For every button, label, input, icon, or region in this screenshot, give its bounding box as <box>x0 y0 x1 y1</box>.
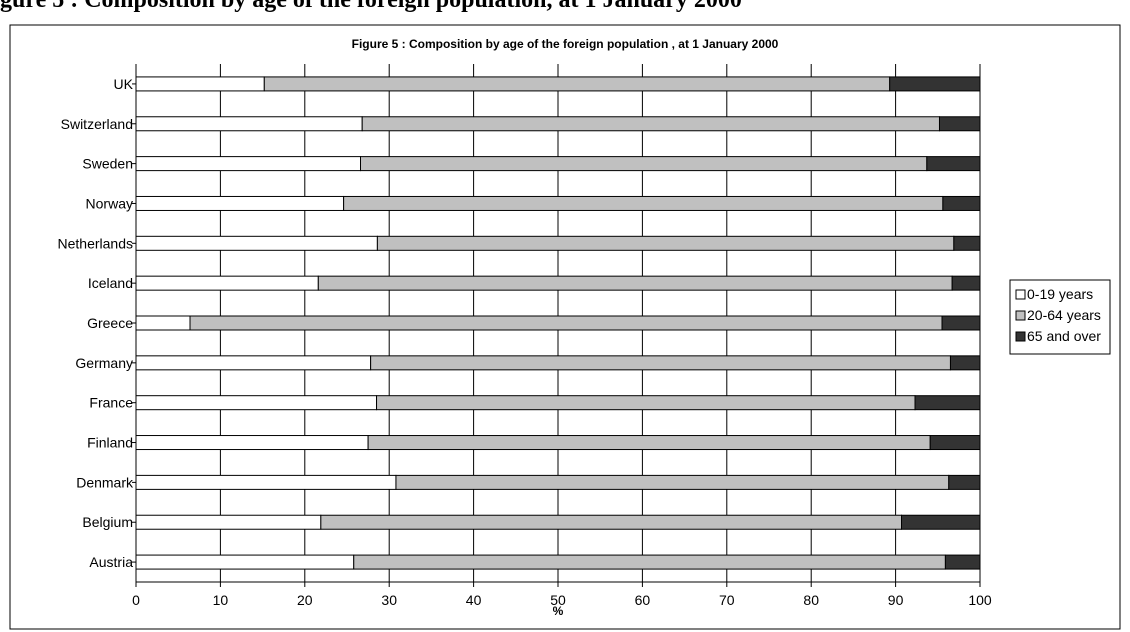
bar-segment <box>889 76 981 92</box>
category-label: Norway <box>86 195 133 211</box>
legend-swatch <box>1015 331 1026 342</box>
bar-segment <box>135 275 319 291</box>
axes: 0 10 20 30 40 50 60 70 80 90 100 UK Switzerland Swede… <box>58 64 992 608</box>
category-label: Austria <box>89 554 133 570</box>
bar-segment <box>320 514 903 530</box>
x-tick-label: 20 <box>297 592 313 608</box>
bar-segment <box>361 116 940 132</box>
bar-segment <box>901 514 981 530</box>
category-label: Belgium <box>82 514 133 530</box>
category-label: France <box>89 395 133 411</box>
bar-segment <box>135 315 191 331</box>
legend-label: 0-19 years <box>1027 286 1093 302</box>
x-tick-label: 30 <box>381 592 397 608</box>
bar-segment <box>376 395 916 411</box>
legend-label: 20-64 years <box>1027 307 1101 323</box>
bar-segment <box>370 355 951 371</box>
x-tick-label: 0 <box>132 592 140 608</box>
bar-segment <box>367 435 931 451</box>
legend-swatch <box>1015 310 1026 321</box>
x-tick-label: 10 <box>213 592 229 608</box>
x-tick-label: 50 <box>550 592 566 608</box>
bar-segment <box>343 195 944 211</box>
bar-segment <box>944 554 981 570</box>
legend-swatch <box>1015 289 1026 300</box>
chart-title: Figure 5 : Composition by age of the for… <box>352 37 779 51</box>
bar-segment <box>317 275 953 291</box>
category-label: Iceland <box>88 275 133 291</box>
bar-segment <box>135 195 345 211</box>
bar-segment <box>135 76 265 92</box>
bar-segment <box>189 315 943 331</box>
category-label: Switzerland <box>61 116 133 132</box>
bar-segment <box>360 156 928 172</box>
category-label: Netherlands <box>58 235 134 251</box>
legend-box <box>1009 279 1111 355</box>
bar-segment <box>135 355 372 371</box>
bar-segment <box>135 474 397 490</box>
category-label: Greece <box>87 315 133 331</box>
bar-segment <box>395 474 950 490</box>
bar-segment <box>135 554 355 570</box>
bar-segment <box>953 235 981 251</box>
bar-segment <box>353 554 946 570</box>
category-label: Finland <box>87 435 133 451</box>
bar-segment <box>938 116 981 132</box>
bar-segment <box>135 395 378 411</box>
x-tick-label: 100 <box>968 592 992 608</box>
bar-segment <box>942 195 981 211</box>
page-heading: gure 5 : Composition by age of the forei… <box>0 0 742 13</box>
legend-label: 65 and over <box>1027 328 1101 344</box>
bar-segment <box>929 435 981 451</box>
x-axis-label: % <box>553 604 564 618</box>
bar-segment <box>926 156 981 172</box>
bar-segment <box>948 474 981 490</box>
bar-segment <box>949 355 981 371</box>
bar-segment <box>376 235 955 251</box>
bar-segment <box>941 315 981 331</box>
bar-segment <box>135 156 362 172</box>
x-tick-label: 40 <box>466 592 482 608</box>
bar-segment <box>914 395 981 411</box>
bar-segment <box>263 76 891 92</box>
x-tick-label: 80 <box>803 592 819 608</box>
bar-segment <box>951 275 981 291</box>
x-tick-label: 90 <box>888 592 904 608</box>
bars <box>135 76 981 570</box>
x-tick-label: 60 <box>635 592 651 608</box>
bar-segment <box>135 514 322 530</box>
category-label: Sweden <box>82 156 133 172</box>
legend: 0-19 years 20-64 years 65 and over <box>1009 279 1111 355</box>
bar-segment <box>135 235 378 251</box>
category-label: Germany <box>75 355 133 371</box>
bar-segment <box>135 435 369 451</box>
x-tick-label: 70 <box>719 592 735 608</box>
category-label: UK <box>114 76 134 92</box>
category-label: Denmark <box>76 474 134 490</box>
bar-segment <box>135 116 363 132</box>
